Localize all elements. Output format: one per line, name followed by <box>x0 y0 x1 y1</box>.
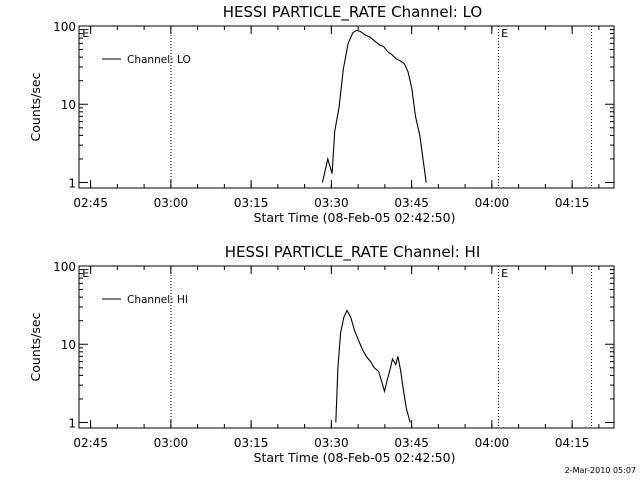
event-flag: E <box>82 27 89 40</box>
plot-timestamp: 2-Mar-2010 05:07 <box>564 466 636 475</box>
x-tick-label: 02:45 <box>73 196 108 210</box>
plot-frame <box>78 265 615 429</box>
x-tick-label: 04:00 <box>475 436 510 450</box>
y-tick-label: 1 <box>68 416 76 430</box>
x-tick-label: 03:45 <box>394 196 429 210</box>
event-flag: E <box>82 267 89 280</box>
y-tick-label: 100 <box>53 260 76 274</box>
x-tick-label: 02:45 <box>73 436 108 450</box>
x-tick-label: 03:00 <box>154 196 189 210</box>
y-axis-label: Counts/sec <box>28 312 43 381</box>
event-flag: E <box>501 27 508 40</box>
legend-label: Channel: HI <box>127 294 188 306</box>
x-tick-label: 04:15 <box>555 196 590 210</box>
x-tick-label: 03:15 <box>234 436 269 450</box>
y-axis-label: Counts/sec <box>28 72 43 141</box>
x-tick-label: 03:30 <box>314 196 349 210</box>
series-line-lo <box>321 29 427 183</box>
y-tick-label: 10 <box>61 338 76 352</box>
x-tick-label: 03:45 <box>394 436 429 450</box>
x-axis-label: Start Time (08-Feb-05 02:42:50) <box>254 210 456 225</box>
x-tick-label: 03:00 <box>154 436 189 450</box>
x-tick-label: 04:15 <box>555 436 590 450</box>
x-axis-label: Start Time (08-Feb-05 02:42:50) <box>254 450 456 465</box>
chart-title: HESSI PARTICLE_RATE Channel: HI <box>225 243 481 262</box>
x-tick-label: 03:30 <box>314 436 349 450</box>
y-tick-label: 10 <box>61 98 76 112</box>
chart-title: HESSI PARTICLE_RATE Channel: LO <box>223 3 482 22</box>
x-tick-label: 04:00 <box>475 196 510 210</box>
legend-label: Channel: LO <box>127 54 191 66</box>
y-tick-label: 1 <box>68 176 76 190</box>
event-flag: E <box>501 267 508 280</box>
y-tick-label: 100 <box>53 20 76 34</box>
series-line-hi <box>335 309 411 423</box>
plot-frame <box>78 25 615 189</box>
x-tick-label: 03:15 <box>234 196 269 210</box>
